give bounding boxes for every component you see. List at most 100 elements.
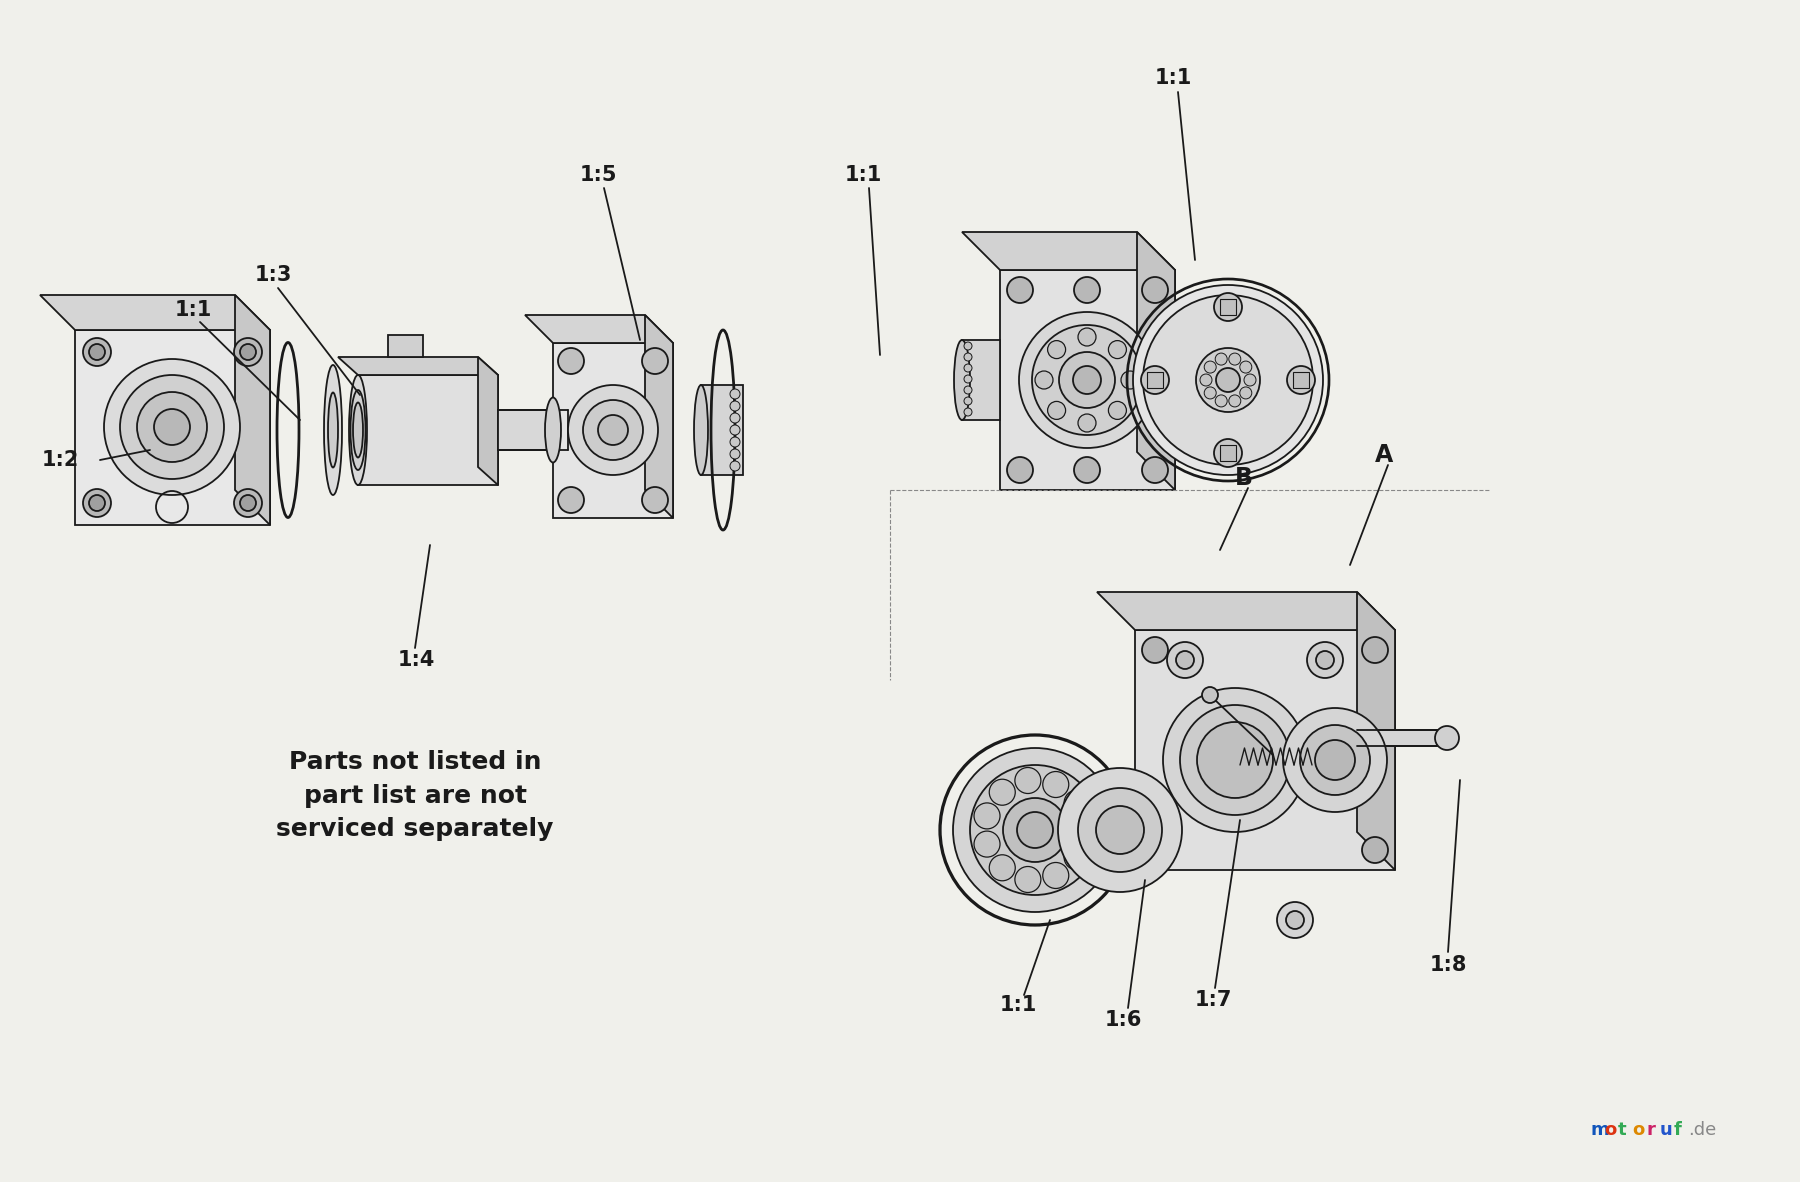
Circle shape	[1244, 374, 1256, 387]
Circle shape	[1078, 327, 1096, 346]
Polygon shape	[1357, 730, 1436, 746]
Circle shape	[239, 495, 256, 511]
Text: 1:2: 1:2	[41, 450, 79, 470]
Text: 1:6: 1:6	[1105, 1009, 1143, 1030]
Circle shape	[1048, 402, 1066, 420]
Polygon shape	[358, 375, 499, 485]
Circle shape	[965, 408, 972, 416]
Circle shape	[1201, 374, 1211, 387]
Circle shape	[104, 359, 239, 495]
Circle shape	[965, 387, 972, 394]
Polygon shape	[1292, 372, 1309, 388]
Ellipse shape	[351, 390, 365, 470]
Circle shape	[1287, 366, 1316, 394]
Text: 1:4: 1:4	[398, 650, 436, 670]
Circle shape	[1058, 768, 1183, 892]
Circle shape	[731, 389, 740, 400]
Polygon shape	[76, 330, 270, 525]
Circle shape	[965, 364, 972, 372]
Circle shape	[1215, 395, 1228, 407]
Text: o: o	[1633, 1121, 1643, 1139]
Circle shape	[1006, 457, 1033, 483]
Circle shape	[1109, 402, 1127, 420]
Circle shape	[234, 489, 263, 517]
Text: r: r	[1645, 1121, 1654, 1139]
Circle shape	[1064, 790, 1091, 816]
Polygon shape	[553, 343, 673, 518]
Ellipse shape	[349, 375, 367, 485]
Circle shape	[598, 415, 628, 444]
Circle shape	[1229, 353, 1240, 365]
Circle shape	[1075, 277, 1100, 303]
Text: t: t	[1618, 1121, 1627, 1139]
Circle shape	[731, 461, 740, 470]
Circle shape	[965, 353, 972, 361]
Circle shape	[965, 342, 972, 350]
Circle shape	[121, 375, 223, 479]
Circle shape	[1132, 285, 1323, 475]
Circle shape	[1181, 704, 1291, 816]
Circle shape	[1031, 325, 1141, 435]
Circle shape	[731, 401, 740, 411]
Circle shape	[1240, 387, 1251, 400]
Circle shape	[974, 831, 1001, 857]
Text: B: B	[1235, 466, 1253, 491]
Circle shape	[1240, 361, 1251, 374]
Circle shape	[234, 338, 263, 366]
Circle shape	[155, 409, 191, 444]
Circle shape	[990, 855, 1015, 881]
Text: o: o	[1604, 1121, 1616, 1139]
Circle shape	[1075, 457, 1100, 483]
Circle shape	[569, 385, 659, 475]
Circle shape	[239, 344, 256, 361]
Circle shape	[1141, 637, 1168, 663]
Circle shape	[1285, 911, 1303, 929]
Text: 1:5: 1:5	[580, 165, 617, 186]
Circle shape	[1042, 863, 1069, 889]
Text: 1:3: 1:3	[256, 265, 292, 285]
Circle shape	[1141, 837, 1168, 863]
Ellipse shape	[954, 340, 970, 420]
Text: f: f	[1674, 1121, 1681, 1139]
Circle shape	[1363, 837, 1388, 863]
Circle shape	[990, 779, 1015, 805]
Polygon shape	[1138, 232, 1175, 491]
Circle shape	[558, 487, 583, 513]
Polygon shape	[1220, 299, 1237, 314]
Circle shape	[1109, 340, 1127, 358]
Circle shape	[1213, 293, 1242, 322]
Circle shape	[1078, 414, 1096, 431]
Circle shape	[965, 375, 972, 383]
Polygon shape	[700, 385, 743, 475]
Ellipse shape	[353, 403, 364, 457]
Circle shape	[1042, 772, 1069, 798]
Circle shape	[731, 437, 740, 447]
Circle shape	[1316, 651, 1334, 669]
Ellipse shape	[328, 392, 338, 468]
Ellipse shape	[545, 397, 562, 462]
Text: 1:7: 1:7	[1195, 991, 1233, 1009]
Polygon shape	[479, 357, 499, 485]
Polygon shape	[1357, 592, 1395, 870]
Text: 1:8: 1:8	[1429, 955, 1467, 975]
Ellipse shape	[324, 365, 342, 495]
Circle shape	[1141, 277, 1168, 303]
Polygon shape	[1001, 269, 1175, 491]
Circle shape	[1078, 788, 1163, 872]
Text: 1:1: 1:1	[1001, 995, 1037, 1015]
Circle shape	[83, 489, 112, 517]
Circle shape	[1204, 361, 1217, 374]
Circle shape	[88, 344, 104, 361]
Circle shape	[1017, 812, 1053, 847]
Circle shape	[970, 765, 1100, 895]
Circle shape	[1307, 642, 1343, 678]
Circle shape	[1197, 722, 1273, 798]
Circle shape	[1215, 353, 1228, 365]
Text: u: u	[1660, 1121, 1672, 1139]
Polygon shape	[1096, 592, 1395, 630]
Circle shape	[965, 397, 972, 405]
Circle shape	[1283, 708, 1388, 812]
Circle shape	[731, 449, 740, 459]
Circle shape	[1048, 340, 1066, 358]
Circle shape	[1015, 866, 1040, 892]
